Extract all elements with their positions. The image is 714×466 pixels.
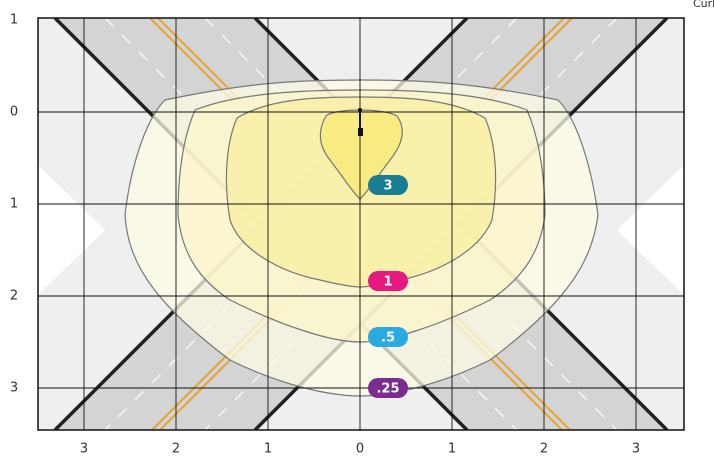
y-label: 1 (10, 197, 18, 212)
x-label: 1 (448, 442, 456, 457)
label-pill (368, 271, 408, 291)
x-label: 1 (264, 442, 272, 457)
x-label: 0 (356, 442, 364, 457)
contour-label: .5 (368, 327, 408, 347)
contour-label: 1 (368, 271, 408, 291)
luminaire (358, 128, 363, 136)
curb-notch (38, 165, 105, 295)
x-label: 3 (80, 442, 88, 457)
y-label: 1 (10, 13, 18, 28)
plot-area (38, 18, 684, 430)
contour-label: 3 (368, 175, 408, 195)
label-text: 3 (383, 179, 392, 194)
label-text: 1 (383, 275, 392, 290)
y-label: 2 (10, 289, 18, 304)
y-label: 3 (10, 381, 18, 396)
plot-border (37, 17, 685, 431)
x-label: 3 (632, 442, 640, 457)
label-pill (368, 175, 408, 195)
pole (358, 108, 362, 112)
label-text: .5 (381, 331, 395, 346)
contours (124, 79, 599, 397)
label-text: .25 (376, 382, 399, 397)
y-label: 0 (10, 105, 18, 120)
x-label: 2 (172, 442, 180, 457)
curb-notch (617, 165, 684, 295)
label-pill (368, 327, 408, 347)
curb-label: Curb (693, 0, 714, 10)
x-label: 2 (540, 442, 548, 457)
contour-label: .25 (368, 378, 408, 398)
label-pill (368, 378, 408, 398)
